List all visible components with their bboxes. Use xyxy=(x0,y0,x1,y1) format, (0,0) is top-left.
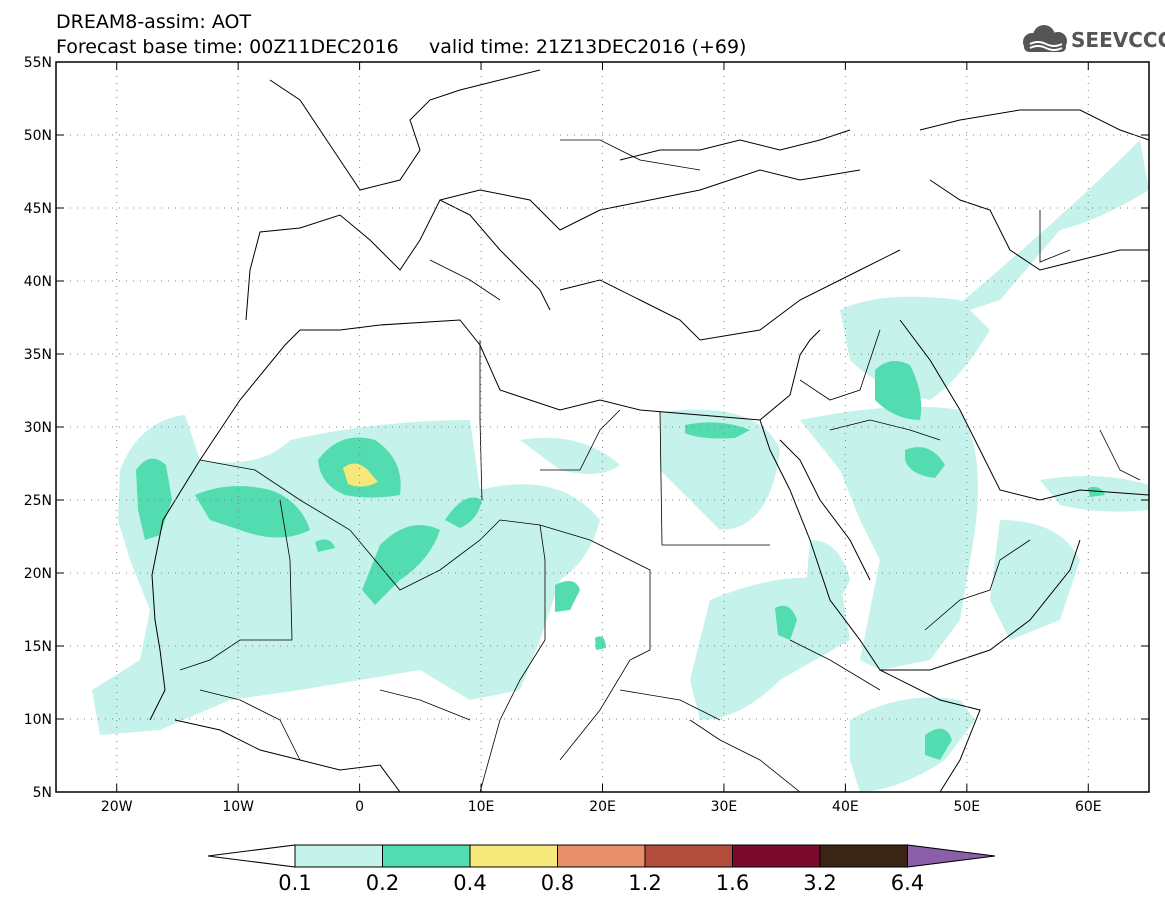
lat-tick-label: 30N xyxy=(24,420,52,436)
aot-field-0-2 xyxy=(136,361,1105,760)
lon-tick-label: 60E xyxy=(1075,799,1102,815)
aot-field-0-4 xyxy=(343,463,378,487)
map-grid xyxy=(56,62,1149,792)
logo-text: SEEVCCC xyxy=(1071,28,1165,52)
lat-tick-label: 55N xyxy=(24,55,52,71)
lon-tick-label: 40E xyxy=(832,799,859,815)
country-borders xyxy=(179,139,1141,792)
lon-tick-label: 30E xyxy=(711,799,738,815)
map-title: DREAM8-assim: AOT xyxy=(56,11,252,33)
lat-tick-label: 35N xyxy=(24,347,52,363)
lon-tick-label: 50E xyxy=(953,799,980,815)
forecast-time-subtitle: Forecast base time: 00Z11DEC2016 valid t… xyxy=(56,36,747,58)
lon-tick-label: 10E xyxy=(468,799,495,815)
axis-ticks xyxy=(56,61,1149,793)
lat-tick-label: 10N xyxy=(24,712,52,728)
lat-tick-label: 50N xyxy=(24,128,52,144)
lat-tick-label: 5N xyxy=(33,785,52,801)
lon-tick-label: 20W xyxy=(101,799,133,815)
longitude-labels: 20W 10W 0 10E 20E 30E 40E 50E 60E xyxy=(101,799,1102,815)
latitude-labels: 55N 50N 45N 40N 35N 30N 25N 20N 15N 10N 5N xyxy=(24,55,52,801)
lon-tick-label: 0 xyxy=(355,799,364,815)
lon-tick-label: 10W xyxy=(222,799,254,815)
coastlines xyxy=(149,69,1149,792)
lat-tick-label: 45N xyxy=(24,201,52,217)
lon-tick-label: 20E xyxy=(589,799,616,815)
lat-tick-label: 15N xyxy=(24,639,52,655)
lat-tick-label: 20N xyxy=(24,566,52,582)
cloud-logo-icon xyxy=(1023,25,1067,52)
lat-tick-label: 40N xyxy=(24,274,52,290)
lat-tick-label: 25N xyxy=(24,493,52,509)
